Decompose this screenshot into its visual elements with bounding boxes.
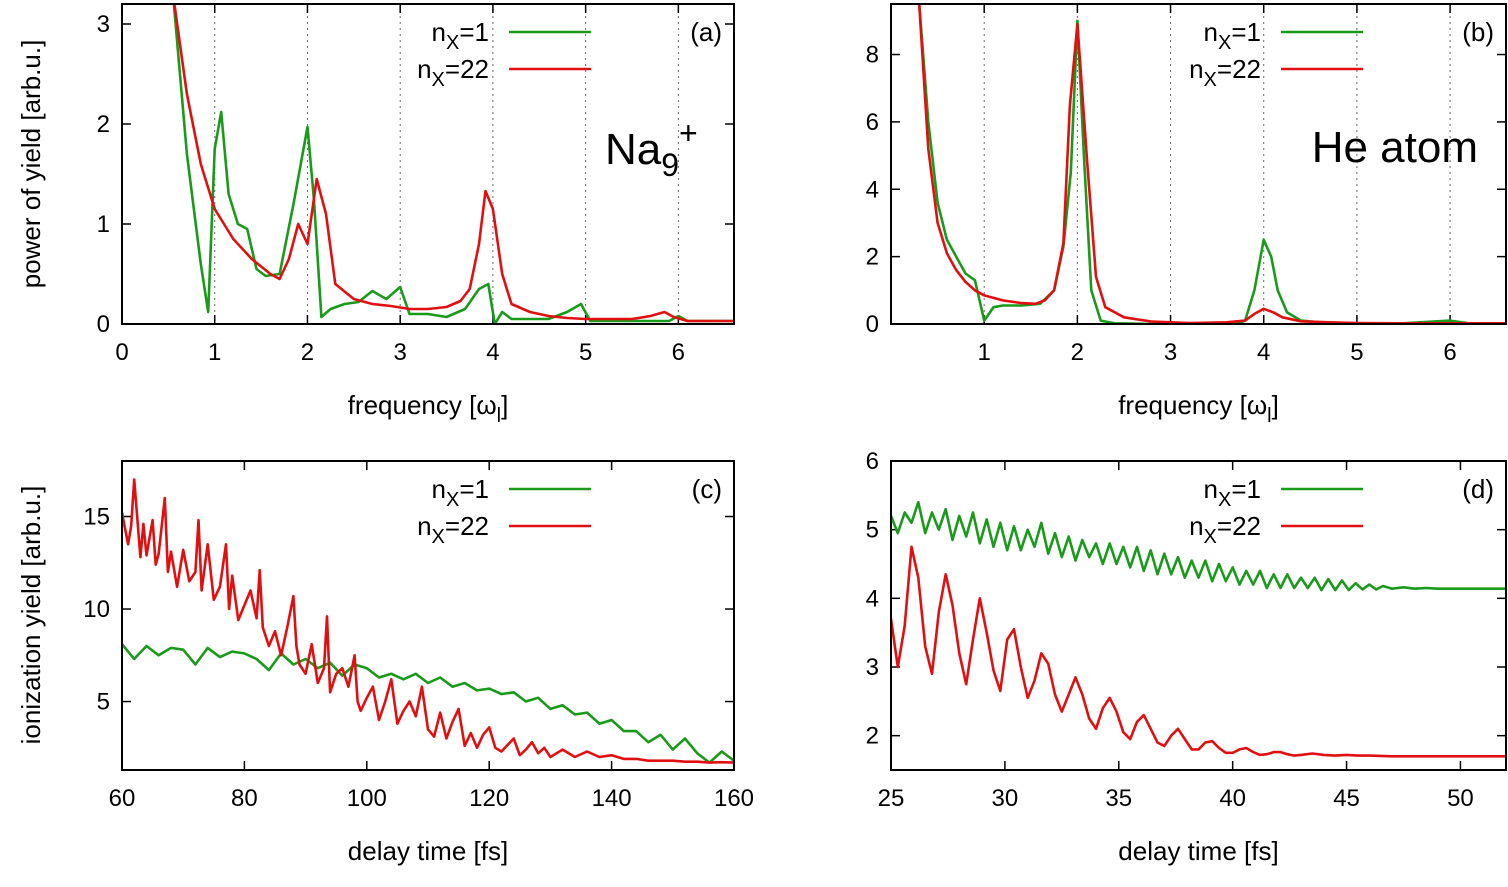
panel-c: 60 80 100 120 140 160 5 10 15 nX=1nX=22 (c) delay t… [16, 460, 754, 866]
legend-label-d-1: nX=22 [1189, 511, 1261, 548]
x-axis-label-a: frequency [ωl] [348, 390, 509, 427]
panel-label-c: (c) [692, 474, 722, 504]
ytick-label-c-1: 10 [83, 596, 110, 623]
panel-label-d: (d) [1462, 474, 1494, 504]
ytick-label-d-3: 5 [866, 517, 879, 544]
panel-b: 1 2 3 4 5 6 0 2 4 6 8 nX=1nX=22 (b) He atom frequency … [866, 3, 1507, 427]
ytick-label-c-0: 5 [97, 689, 110, 716]
panel-label-b: (b) [1462, 17, 1494, 47]
ytick-label-a-1: 1 [97, 211, 110, 238]
panel-a: 0 1 2 3 4 5 6 0 1 2 3 nX=1nX=22 (a) Na9+ frequency [ωl… [16, 3, 735, 427]
xtick-label-d-4: 45 [1333, 785, 1360, 812]
xtick-label-c-2: 100 [347, 785, 387, 812]
legend-label-b-1: nX=22 [1189, 54, 1261, 91]
legend-label-d-0: nX=1 [1204, 474, 1261, 511]
series-line-a-nx1 [172, 4, 734, 324]
xtick-label-a-3: 3 [394, 339, 407, 366]
xtick-label-a-4: 4 [486, 339, 499, 366]
xtick-label-d-3: 40 [1219, 785, 1246, 812]
series-line-d-nx22 [891, 545, 1506, 758]
ytick-label-a-3: 3 [97, 11, 110, 38]
y-axis-label-c: ionization yield [arb.u.] [16, 486, 46, 745]
legend-label-a-1: nX=22 [417, 54, 489, 91]
ytick-label-a-0: 0 [97, 311, 110, 338]
xtick-label-d-0: 25 [878, 785, 905, 812]
series-line-c-nx1 [122, 643, 734, 764]
ytick-label-b-3: 6 [866, 109, 879, 136]
x-axis-label-c: delay time [fs] [348, 836, 508, 866]
plot-frame-d [890, 460, 1507, 771]
ytick-label-b-4: 8 [866, 42, 879, 69]
xtick-label-c-5: 160 [714, 785, 754, 812]
xtick-label-d-2: 35 [1105, 785, 1132, 812]
legend-label-b-0: nX=1 [1204, 17, 1261, 54]
ytick-label-d-4: 6 [866, 448, 879, 475]
ytick-label-d-0: 2 [866, 723, 879, 750]
legend-label-c-1: nX=22 [417, 511, 489, 548]
xtick-label-b-2: 3 [1164, 339, 1177, 366]
xtick-label-b-4: 5 [1350, 339, 1363, 366]
xtick-label-c-1: 80 [231, 785, 258, 812]
annotation-b: He atom [1312, 123, 1478, 172]
plot-frame-c [121, 460, 735, 771]
ytick-label-c-2: 15 [83, 504, 110, 531]
x-axis-label-b: frequency [ωl] [1118, 390, 1279, 427]
ytick-label-b-0: 0 [866, 311, 879, 338]
plot-frame-b [890, 3, 1507, 325]
plot-frame-a [121, 3, 735, 325]
ytick-label-d-2: 4 [866, 585, 879, 612]
xtick-label-b-5: 6 [1443, 339, 1456, 366]
xtick-label-a-5: 5 [579, 339, 592, 366]
xtick-label-c-0: 60 [109, 785, 136, 812]
series-line-c-nx22 [122, 478, 734, 764]
xtick-label-a-0: 0 [115, 339, 128, 366]
ytick-label-a-2: 2 [97, 111, 110, 138]
ytick-label-d-1: 3 [866, 654, 879, 681]
y-axis-label-a: power of yield [arb.u.] [16, 40, 46, 289]
xtick-label-a-1: 1 [208, 339, 221, 366]
series-line-a-nx22 [173, 4, 734, 323]
xtick-label-b-0: 1 [978, 339, 991, 366]
legend-label-c-0: nX=1 [432, 474, 489, 511]
x-axis-label-d: delay time [fs] [1118, 836, 1278, 866]
series-line-b-nx1 [917, 4, 1469, 324]
series-line-b-nx22 [917, 4, 1506, 324]
xtick-label-b-1: 2 [1071, 339, 1084, 366]
ytick-label-b-1: 2 [866, 244, 879, 271]
xtick-label-b-3: 4 [1257, 339, 1270, 366]
xtick-label-a-2: 2 [301, 339, 314, 366]
panel-label-a: (a) [690, 17, 722, 47]
annotation-a: Na9+ [605, 115, 698, 183]
ytick-label-b-2: 4 [866, 176, 879, 203]
series-line-d-nx1 [891, 500, 1506, 592]
legend-label-a-0: nX=1 [432, 17, 489, 54]
xtick-label-c-4: 140 [592, 785, 632, 812]
xtick-label-d-1: 30 [992, 785, 1019, 812]
xtick-label-c-3: 120 [469, 785, 509, 812]
xtick-label-d-5: 50 [1447, 785, 1474, 812]
xtick-label-a-6: 6 [672, 339, 685, 366]
